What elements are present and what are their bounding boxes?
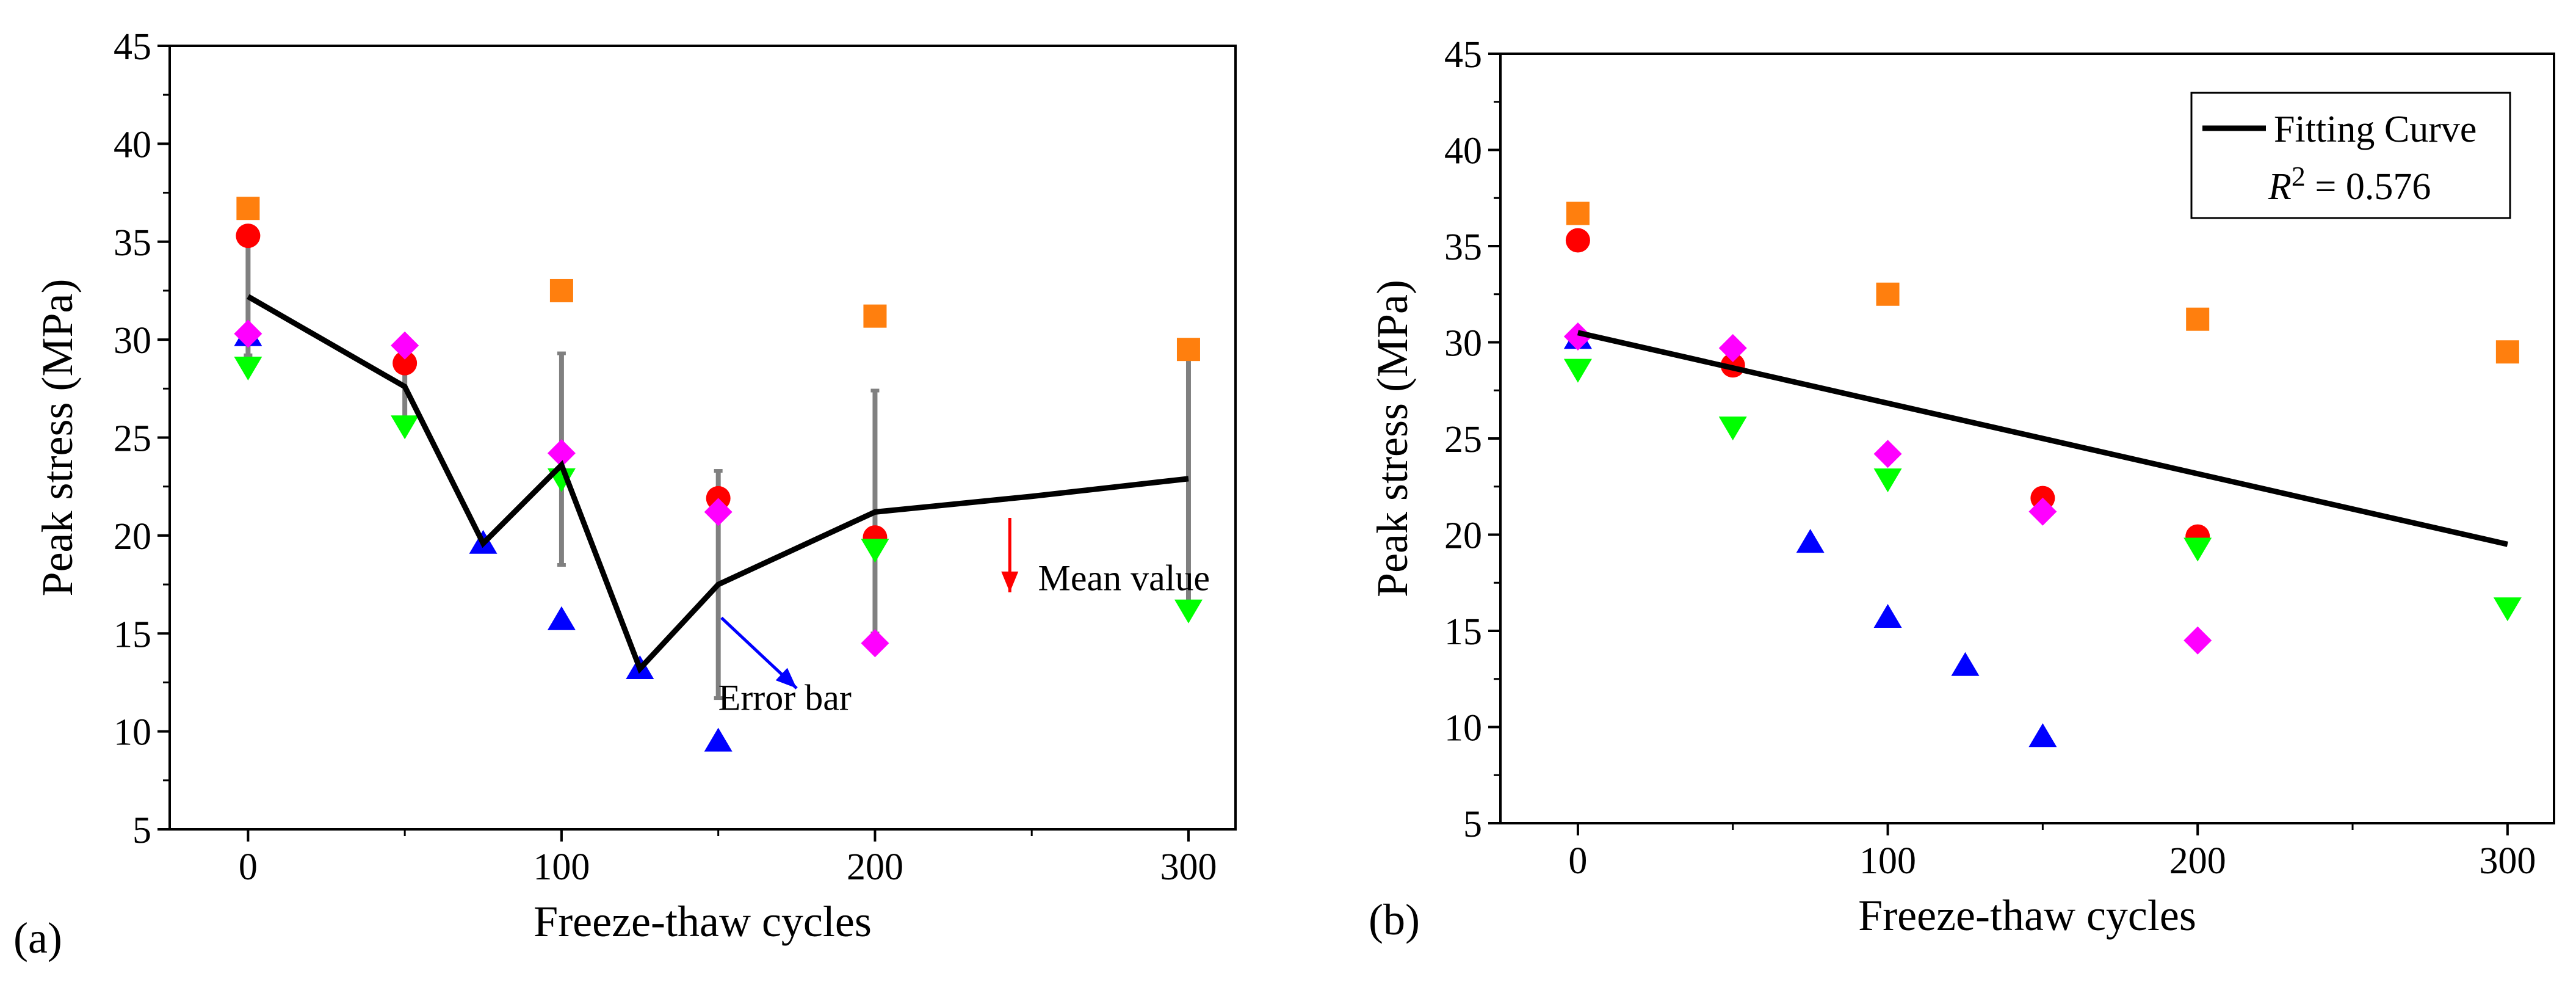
annotation-label: Mean value [1038,558,1210,598]
y-tick-label: 10 [1444,708,1482,749]
circle-marker [1565,228,1590,253]
y-tick-label: 10 [114,712,151,754]
r2-value: = 0.576 [2306,166,2431,208]
square-marker [1876,282,1900,306]
panel-label: (b) [1369,895,1420,944]
y-tick-label: 25 [1444,419,1482,460]
diamond-marker [1563,322,1592,351]
annotation-label: Error bar [718,677,852,718]
triangle-up-marker [2028,723,2057,747]
diamond-marker [391,331,419,360]
diamond-marker [704,498,733,526]
diamond-marker [861,629,889,658]
legend-r2-label: R2 = 0.576 [2268,161,2431,208]
annotation-arrowhead [775,667,797,689]
y-tick-label: 35 [114,222,151,264]
square-marker [1176,338,1200,362]
r2-symbol: R [2268,166,2292,208]
mean-line [247,294,1189,674]
x-tick-label: 300 [2479,840,2536,882]
square-marker [2495,340,2519,364]
diamond-marker [2028,497,2057,526]
x-tick-label: 100 [1859,840,1916,882]
y-tick-label: 35 [1444,227,1482,268]
square-marker [2186,307,2210,331]
y-tick-label: 15 [1444,611,1482,653]
y-axis-label: Peak stress (MPa) [1368,280,1417,597]
triangle-down-marker [391,415,419,440]
triangle-up-marker [704,727,733,752]
y-tick-label: 40 [1444,131,1482,172]
triangle-up-marker [1796,529,1825,553]
x-axis-label: Freeze-thaw cycles [534,897,872,946]
x-tick-label: 200 [847,846,903,888]
triangle-down-marker [861,539,889,563]
triangle-down-marker [234,357,262,381]
y-tick-label: 40 [114,124,151,165]
y-tick-label: 20 [1444,515,1482,557]
panel-label: (a) [13,914,62,962]
x-axis-label: Freeze-thaw cycles [1858,891,2196,940]
square-marker [863,304,887,328]
diamond-marker [234,319,262,348]
triangle-up-marker [547,606,576,630]
triangle-up-marker [1951,652,1980,676]
x-tick-label: 0 [1568,840,1587,882]
triangle-down-marker [1873,468,1902,493]
x-tick-label: 100 [533,846,590,888]
circle-marker [236,224,261,249]
y-tick-label: 5 [1463,804,1482,845]
triangle-down-marker [2493,597,2522,622]
y-tick-label: 25 [114,418,151,460]
triangle-down-marker [2183,537,2212,562]
legend-fitting-curve-label: Fitting Curve [2274,109,2477,150]
y-tick-label: 30 [114,320,151,362]
x-tick-label: 0 [239,846,258,888]
circle-marker [393,351,418,376]
triangle-up-marker [1873,603,1902,628]
triangle-down-marker [1174,599,1203,624]
panel-a: 5 10 15 20 25 30 35 40 45 0 100 200 300 Freeze-thaw c… [13,26,1237,962]
diamond-marker [2183,626,2212,655]
x-tick-label: 200 [2169,840,2226,882]
y-tick-label: 15 [114,614,151,655]
diamond-marker [1718,333,1747,362]
fit-line [1577,330,2508,547]
y-tick-label: 5 [132,810,151,851]
square-marker [549,278,573,302]
legend-box [2190,92,2511,219]
r2-exponent: 2 [2292,161,2306,192]
y-axis-label: Peak stress (MPa) [33,279,82,597]
square-marker [1566,202,1590,225]
y-tick-label: 30 [1444,323,1482,365]
triangle-down-marker [1563,358,1592,383]
panel-b: 5 10 15 20 25 30 35 40 45 0 100 200 300 Freeze-thaw c… [1368,34,2555,944]
annotation-arrowhead [1001,571,1019,592]
y-tick-label: 20 [114,516,151,558]
diamond-marker [1873,440,1902,468]
x-tick-label: 300 [1160,846,1217,888]
y-tick-label: 45 [114,26,151,68]
square-marker [236,197,260,220]
y-tick-label: 45 [1444,34,1482,76]
plot-frame [168,45,1237,831]
diamond-marker [547,439,576,468]
triangle-down-marker [1718,416,1747,441]
